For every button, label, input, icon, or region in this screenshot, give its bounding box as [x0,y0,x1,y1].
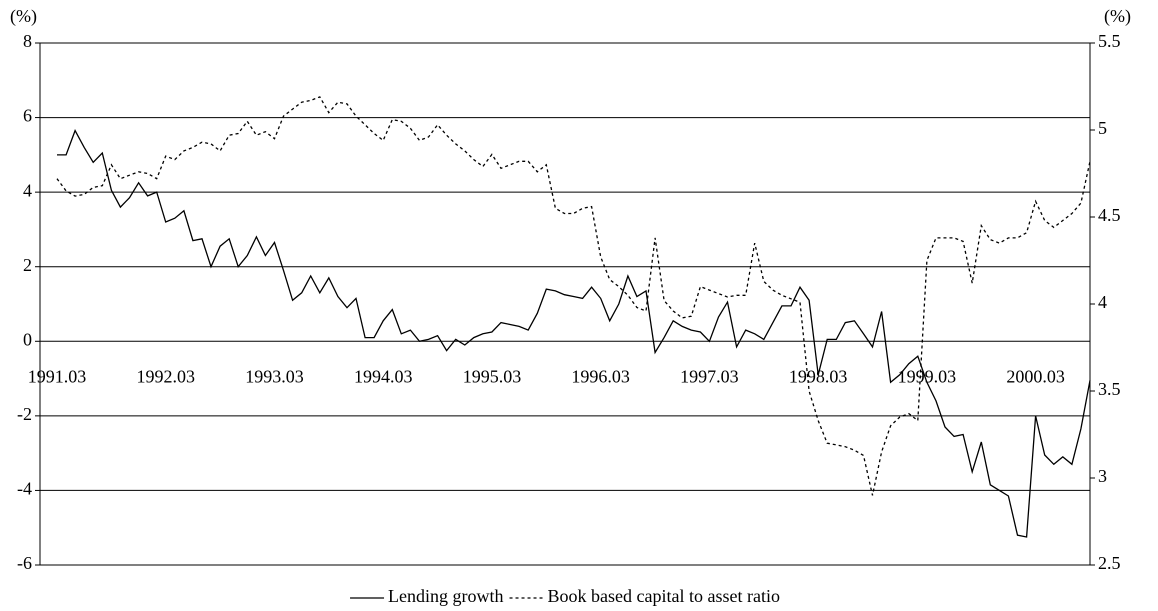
y-tick-label: 2 [23,255,32,275]
x-tick-label: 1996.03 [571,366,630,386]
y-tick-label: 6 [23,106,32,126]
x-tick-label: 1997.03 [680,366,739,386]
y-tick-label: -4 [17,479,32,499]
y-tick-label: -2 [17,404,32,424]
y2-tick-label: 3.5 [1098,379,1121,399]
y-axis-label: (%) [10,6,37,27]
x-tick-label: 1992.03 [136,366,195,386]
plot-frame [39,42,1091,566]
legend-label: Book based capital to asset ratio [548,586,780,606]
y2-tick-label: 4 [1098,292,1107,312]
y-tick-label: 0 [23,329,32,349]
x-tick-label: 1994.03 [354,366,413,386]
y2-tick-label: 3 [1098,466,1107,486]
y2-tick-label: 5.5 [1098,31,1121,51]
y-tick-label: -6 [17,553,32,573]
x-tick-label: 1991.03 [28,366,87,386]
x-tick-label: 2000.03 [1006,366,1065,386]
x-tick-label: 1995.03 [463,366,522,386]
x-tick-label: 1993.03 [245,366,304,386]
x-tick-label: 1998.03 [789,366,848,386]
y-tick-label: 4 [23,180,32,200]
series-line [57,129,1091,538]
y2-tick-label: 5 [1098,118,1107,138]
y2-axis-label: (%) [1104,6,1131,27]
y2-tick-label: 2.5 [1098,553,1121,573]
legend-label: Lending growth [388,586,503,606]
y-tick-label: 8 [23,31,32,51]
y2-tick-label: 4.5 [1098,205,1121,225]
x-tick-label: 1999.03 [898,366,957,386]
